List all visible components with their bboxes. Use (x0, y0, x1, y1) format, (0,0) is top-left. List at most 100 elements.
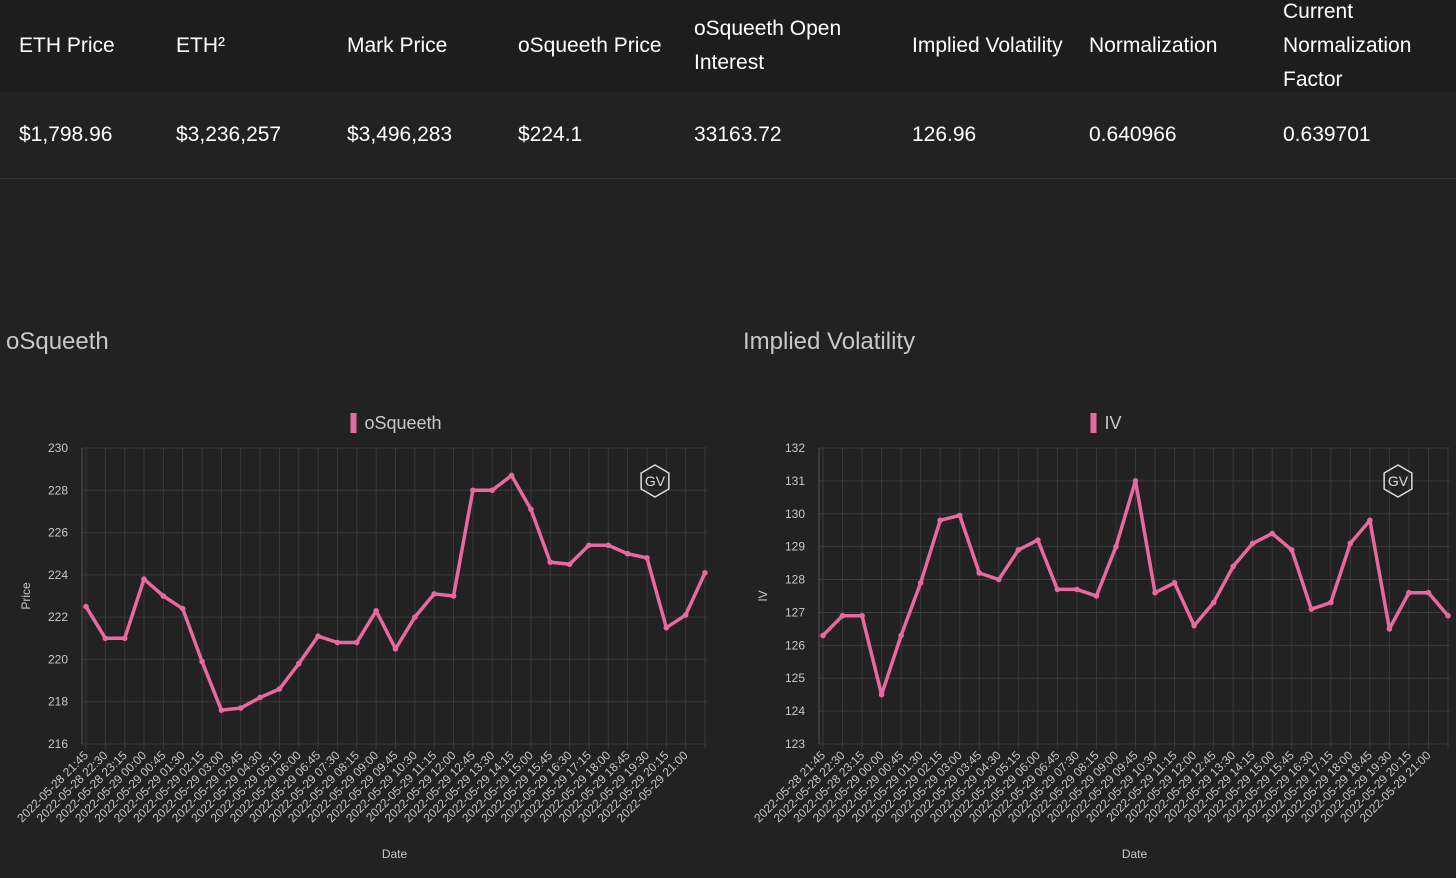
table-cell: $1,798.96 (19, 92, 169, 178)
x-axis-label: Date (382, 847, 408, 861)
data-point (1152, 589, 1158, 596)
column-header: Normalization (1089, 0, 1279, 92)
data-point (644, 555, 650, 561)
y-tick-label: 224 (48, 568, 68, 582)
data-point (839, 612, 846, 619)
data-point (663, 624, 670, 631)
y-tick-label: 218 (48, 695, 68, 709)
column-header: oSqueeth Open Interest (694, 0, 904, 92)
logo-text: GV (645, 473, 666, 489)
table-cell: 0.640966 (1089, 92, 1279, 178)
data-point (937, 517, 943, 524)
legend-label: IV (1105, 413, 1122, 433)
data-point (624, 550, 631, 557)
table-cell: $3,236,257 (176, 92, 341, 178)
column-header-text: ETH² (176, 34, 225, 57)
y-tick-label: 228 (48, 483, 68, 497)
table-header: ETH Price ETH² Mark Price oSqueeth Price oSq… (0, 0, 1456, 93)
table-cell-text: 0.640966 (1089, 123, 1177, 146)
data-point (1015, 547, 1022, 553)
data-point (586, 542, 592, 549)
y-tick-label: 129 (785, 540, 805, 554)
table-cell-text: $1,798.96 (19, 123, 113, 146)
y-tick-label: 123 (785, 737, 805, 751)
data-point (1113, 543, 1119, 550)
data-point (1288, 547, 1295, 553)
data-point (508, 472, 515, 479)
column-header-text: oSqueeth Price (518, 34, 662, 57)
column-header: ETH² (176, 0, 341, 92)
y-tick-label: 130 (785, 507, 805, 521)
y-tick-label: 230 (48, 441, 68, 455)
data-point (1054, 586, 1061, 593)
data-point (373, 608, 379, 614)
column-header-text: oSqueeth Open Interest (694, 17, 842, 74)
table-cell: 126.96 (912, 92, 1082, 178)
data-point (315, 633, 321, 639)
section-title: Implied Volatility (743, 328, 915, 355)
table-row: $1,798.96 $3,236,257 $3,496,283 $224.1 33163… (0, 92, 1456, 179)
data-point (1035, 537, 1041, 543)
column-header-text: ETH Price (19, 34, 115, 57)
y-axis-label: Price (19, 582, 33, 610)
data-point (257, 694, 263, 701)
data-point (859, 612, 865, 619)
data-point (450, 593, 457, 599)
data-point (199, 658, 205, 665)
data-point (83, 603, 89, 610)
column-header: oSqueeth Price (518, 0, 678, 92)
data-point (1347, 540, 1354, 547)
legend-swatch (1090, 413, 1097, 433)
data-point (160, 593, 167, 599)
data-point (354, 639, 360, 646)
data-point (121, 635, 128, 642)
table-cell: $3,496,283 (347, 92, 512, 178)
data-point (237, 705, 244, 711)
y-tick-label: 222 (48, 610, 68, 624)
data-point (412, 614, 418, 620)
logo-text: GV (1388, 473, 1409, 489)
data-point (995, 576, 1002, 583)
column-header-text: Implied Volatility (912, 34, 1063, 57)
data-point (976, 570, 983, 576)
table-cell-text: 33163.72 (694, 123, 782, 146)
data-point (682, 612, 689, 618)
y-tick-label: 226 (48, 526, 68, 540)
x-axis-label: Date (1122, 847, 1148, 861)
column-header: Current Normalization Factor (1283, 0, 1456, 92)
data-point (1249, 540, 1256, 547)
data-point (431, 591, 437, 597)
data-point (1132, 478, 1139, 484)
data-point (605, 542, 612, 549)
y-tick-label: 125 (785, 671, 805, 685)
y-tick-label: 124 (785, 704, 805, 718)
data-point (295, 660, 302, 667)
table-cell-text: $3,496,283 (347, 123, 453, 146)
y-tick-label: 128 (785, 573, 805, 587)
data-point (1210, 599, 1217, 606)
data-point (1093, 593, 1100, 599)
data-point (1171, 580, 1178, 586)
data-point (1367, 517, 1373, 524)
data-point (1328, 599, 1334, 606)
data-point (334, 639, 341, 646)
table-cell: 0.639701 (1283, 92, 1456, 178)
y-axis-label: IV (756, 590, 770, 601)
data-point (528, 506, 534, 513)
data-point (878, 691, 885, 698)
table-cell-text: $224.1 (518, 123, 583, 146)
column-header: ETH Price (19, 0, 169, 92)
data-point (276, 686, 283, 692)
column-header-text: Normalization (1089, 34, 1218, 57)
data-point (702, 569, 708, 576)
table-cell-text: 126.96 (912, 123, 977, 146)
column-header: Mark Price (347, 0, 512, 92)
data-point (102, 635, 109, 642)
data-point (1425, 589, 1432, 596)
data-point (956, 512, 963, 519)
table-cell: 33163.72 (694, 92, 904, 178)
data-point (1445, 612, 1451, 619)
y-tick-label: 220 (48, 652, 68, 666)
